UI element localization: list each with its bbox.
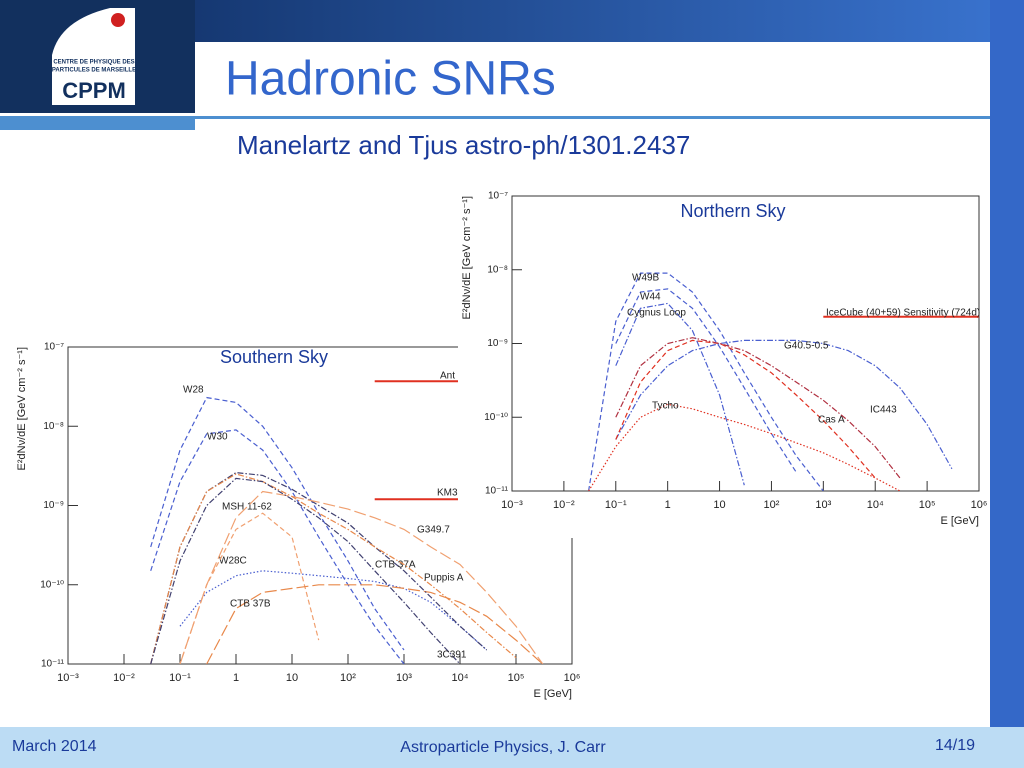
x-tick-label: 10⁵: [919, 499, 936, 511]
series-line: [150, 477, 461, 664]
x-tick-label: 10⁵: [508, 672, 525, 684]
logo-shape: [52, 8, 135, 105]
right-strip: [990, 0, 1024, 768]
series-line: [150, 429, 405, 664]
footer-page: 14/19: [935, 737, 975, 754]
series-label: G349.7: [417, 525, 450, 536]
chart-frame: [458, 183, 990, 538]
series-label: W44: [640, 292, 661, 303]
series-label: Puppis A: [424, 573, 464, 584]
y-tick-label: 10⁻⁹: [43, 500, 64, 511]
series-line: [588, 403, 901, 491]
x-tick-label: 10⁻²: [113, 672, 135, 684]
x-tick-label: 10³: [815, 499, 831, 511]
series-label: KM3: [437, 488, 458, 499]
chart: 10⁻³ 10⁻² 10⁻¹ 1 10 10² 10³ 10⁴ 10⁵ 10⁶ 10⁻¹¹ 10⁻¹⁰…: [458, 183, 990, 538]
x-tick-label: 10⁻²: [553, 499, 575, 511]
x-tick-label: 10⁻³: [501, 499, 523, 511]
footer-band: [0, 727, 1024, 768]
series-label: MSH 11-62: [222, 502, 272, 513]
series-label: 3C391: [437, 650, 467, 661]
y-tick-label: 10⁻⁹: [487, 338, 508, 349]
chart-title: Southern Sky: [220, 347, 328, 367]
x-axis-label: E [GeV]: [533, 688, 572, 700]
x-tick-label: 1: [233, 672, 239, 684]
x-tick-label: 10⁴: [452, 672, 469, 684]
series-line: [615, 288, 797, 473]
x-tick-label: 10²: [340, 672, 356, 684]
x-tick-label: 10⁶: [971, 499, 988, 511]
logo-text: PARTICULES DE MARSEILLE: [52, 68, 136, 74]
x-tick-label: 10: [286, 672, 298, 684]
series-label: IceCube (40+59) Sensitivity (724d): [826, 308, 980, 319]
x-tick-label: 10⁶: [564, 672, 581, 684]
x-tick-label: 10⁻¹: [169, 672, 191, 684]
x-tick-label: 10⁻³: [57, 672, 79, 684]
series-label: IC443: [870, 405, 897, 416]
series-line: [615, 302, 745, 486]
left-bar: [0, 116, 195, 130]
x-tick-label: 10⁴: [867, 499, 884, 511]
series-line: [615, 337, 901, 479]
series-label: CTB 37A: [375, 560, 416, 571]
chart-title: Northern Sky: [680, 201, 785, 221]
title-area: [195, 42, 990, 116]
series-line: [179, 570, 488, 651]
series-label: CTB 37B: [230, 599, 271, 610]
footer-date: March 2014: [12, 738, 97, 755]
y-tick-label: 10⁻¹⁰: [40, 579, 64, 590]
series-label: Tycho: [652, 401, 679, 412]
logo-name: CPPM: [62, 78, 126, 103]
x-tick-label: 10³: [396, 672, 412, 684]
series-line: [588, 272, 824, 491]
series-line: [150, 473, 517, 664]
y-tick-label: 10⁻¹¹: [485, 486, 509, 497]
series-line: [615, 339, 876, 479]
series-label: W28: [183, 385, 204, 396]
series-label: Cas A: [818, 415, 845, 426]
y-axis-label: E²dNν/dE [GeV cm⁻² s⁻¹]: [16, 347, 28, 470]
series-label: W30: [207, 432, 228, 443]
x-axis-label: E [GeV]: [940, 515, 979, 527]
series-line: [206, 584, 544, 664]
y-axis-label: E²dNν/dE [GeV cm⁻² s⁻¹]: [461, 196, 473, 319]
logo-text: CENTRE DE PHYSIQUE DES: [53, 60, 134, 66]
charts: 10⁻³ 10⁻² 10⁻¹ 1 10 10² 10³ 10⁴ 10⁵ 10⁶ 10⁻¹¹ 10⁻¹⁰…: [10, 183, 990, 718]
x-tick-label: 10⁻¹: [605, 499, 627, 511]
x-tick-label: 10: [713, 499, 725, 511]
title-rule: [195, 116, 990, 119]
y-tick-label: 10⁻⁷: [488, 191, 508, 202]
y-tick-label: 10⁻⁷: [44, 342, 64, 353]
logo-ball: [111, 13, 125, 27]
series-line: [615, 339, 953, 470]
x-tick-label: 1: [665, 499, 671, 511]
footer-center: Astroparticle Physics, J. Carr: [400, 739, 606, 756]
y-tick-label: 10⁻⁸: [43, 421, 64, 432]
series-line: [179, 512, 320, 664]
y-tick-label: 10⁻⁸: [487, 264, 508, 275]
series-line: [179, 490, 544, 664]
series-label: Ant: [440, 371, 455, 382]
series-label: Cygnus Loop: [627, 308, 686, 319]
y-tick-label: 10⁻¹⁰: [484, 412, 508, 423]
series-label: G40.5-0.5: [784, 341, 829, 352]
slide-title: Hadronic SNRs: [225, 53, 556, 106]
y-tick-label: 10⁻¹¹: [41, 659, 65, 670]
slide-subtitle: Manelartz and Tjus astro-ph/1301.2437: [237, 130, 690, 160]
x-tick-label: 10²: [763, 499, 779, 511]
series-label: W49B: [632, 273, 660, 284]
series-label: W28C: [219, 556, 247, 567]
series-line: [150, 471, 488, 664]
